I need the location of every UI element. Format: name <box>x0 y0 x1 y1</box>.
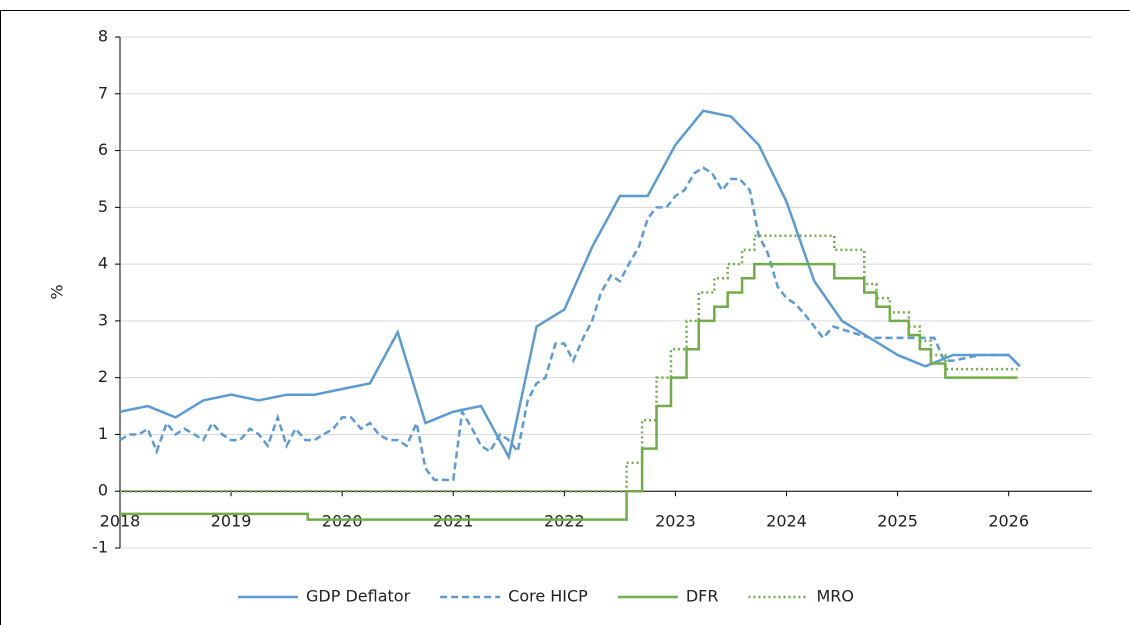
y-tick-label: -1 <box>92 538 108 557</box>
legend-label: DFR <box>686 587 719 606</box>
series-line <box>119 166 1021 482</box>
x-tick-label: 2021 <box>433 512 474 531</box>
series-line <box>119 109 1021 461</box>
y-tick-label: 6 <box>98 140 108 159</box>
y-tick-label: 5 <box>98 197 108 216</box>
y-tick-label: 8 <box>98 27 108 46</box>
x-tick-label: 2023 <box>655 512 696 531</box>
x-tick-label: 2025 <box>877 512 918 531</box>
frame <box>0 10 1130 625</box>
y-tick-label: 7 <box>98 83 108 102</box>
x-tick-label: 2018 <box>100 512 141 531</box>
y-tick-label: 0 <box>98 481 108 500</box>
y-tick-label: 4 <box>98 254 108 273</box>
x-tick-label: 2019 <box>211 512 252 531</box>
x-tick-label: 2026 <box>988 512 1029 531</box>
x-tick-label: 2024 <box>766 512 807 531</box>
y-tick-label: 2 <box>98 367 108 386</box>
legend-label: Core HICP <box>508 587 588 606</box>
y-tick-label: 1 <box>98 424 108 443</box>
series-line <box>120 234 1018 493</box>
legend-label: MRO <box>816 587 854 606</box>
y-tick-label: 3 <box>98 310 108 329</box>
series-line <box>120 262 1018 521</box>
x-tick-label: 2020 <box>322 512 363 531</box>
y-axis-label: % <box>48 284 67 299</box>
x-tick-label: 2022 <box>544 512 585 531</box>
legend-label: GDP Deflator <box>306 587 411 606</box>
